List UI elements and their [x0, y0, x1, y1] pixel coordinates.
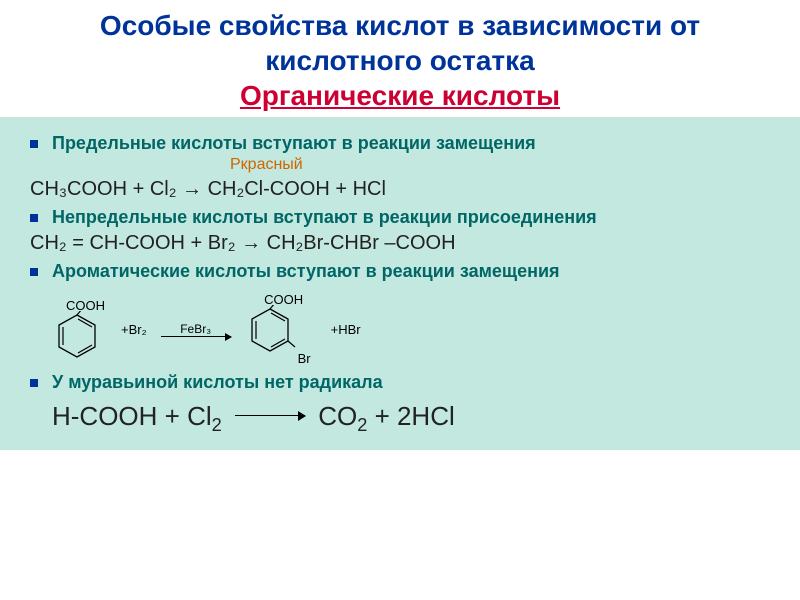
content-block: Предельные кислоты вступают в реакции за… — [0, 117, 800, 450]
benzene-ring-icon — [52, 311, 102, 361]
arrow-icon: FeBr₃ — [161, 322, 231, 337]
bullet-1-text: Предельные кислоты вступают в реакции за… — [52, 133, 536, 154]
r4-lhs-sub: 2 — [212, 415, 222, 435]
title-line2: Органические кислоты — [240, 80, 560, 111]
r4-rhs-a-sub: 2 — [357, 415, 367, 435]
bullet-icon — [30, 140, 38, 148]
aromatic-reaction: COOH +Br₂ FeBr₃ COOH — [48, 292, 780, 366]
catalyst-1: Ркрасный — [230, 156, 780, 174]
bullet-3-text: Ароматические кислоты вступают в реакции… — [52, 261, 560, 282]
bullet-2-text: Непредельные кислоты вступают в реакции … — [52, 207, 597, 228]
byproduct-label: +HBr — [331, 322, 361, 337]
bullet-3: Ароматические кислоты вступают в реакции… — [30, 261, 780, 282]
benzene-product: COOH Br — [245, 292, 305, 366]
benzene-reactant: COOH — [48, 298, 105, 361]
bullet-icon — [30, 214, 38, 222]
slide-title: Особые свойства кислот в зависимости от … — [0, 0, 800, 117]
title-line1: Особые свойства кислот в зависимости от … — [100, 10, 700, 76]
bullet-2: Непредельные кислоты вступают в реакции … — [30, 207, 780, 228]
bullet-4-text: У муравьиной кислоты нет радикала — [52, 372, 383, 393]
reaction-1: CH₃COOH + Cl₂ → CH₂Cl-COOH + HCl — [30, 178, 780, 201]
bullet-1: Предельные кислоты вступают в реакции за… — [30, 133, 780, 154]
benzene-ring-icon — [245, 305, 305, 361]
reaction-4: H-COOH + Cl2 CO2 + 2HCl — [52, 401, 780, 436]
r4-rhs-a: CO — [318, 401, 357, 431]
r4-rhs-b: + 2HCl — [367, 401, 454, 431]
catalyst-3: FeBr₃ — [180, 322, 211, 336]
reagent-label: +Br₂ — [121, 322, 147, 337]
bullet-icon — [30, 379, 38, 387]
bullet-4: У муравьиной кислоты нет радикала — [30, 372, 780, 393]
r4-lhs: H-COOH + Cl — [52, 401, 212, 431]
arrow-icon — [235, 415, 305, 416]
bullet-icon — [30, 268, 38, 276]
br-label: Br — [298, 351, 311, 366]
reaction-2: CH₂ = CH-COOH + Br₂ → CH₂Br-CHBr –COOH — [30, 232, 780, 255]
